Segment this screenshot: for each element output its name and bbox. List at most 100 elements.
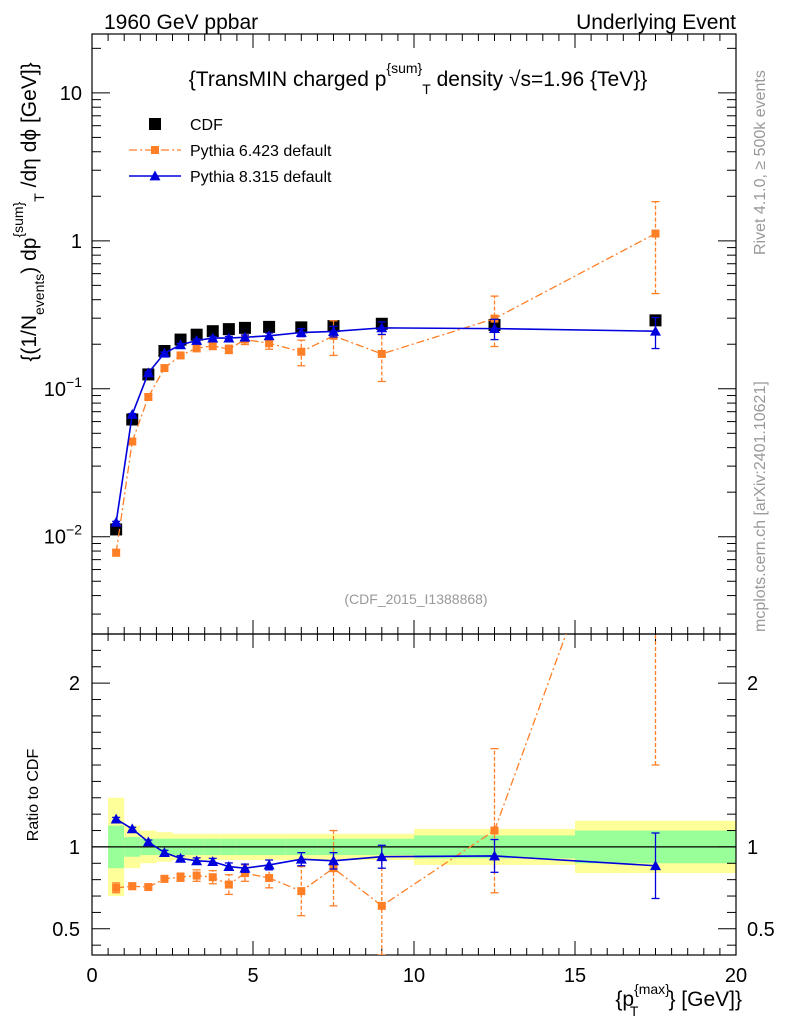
data-point <box>128 882 137 891</box>
data-point <box>489 850 500 861</box>
data-point <box>376 322 388 333</box>
data-point <box>295 327 307 337</box>
data-point <box>190 328 203 341</box>
data-point <box>158 347 170 358</box>
data-point <box>160 874 169 883</box>
x-axis-label: {p{max} T} [GeV]} <box>615 981 742 1019</box>
data-point <box>192 871 201 880</box>
y-tick-label: 0.5 <box>52 919 80 941</box>
data-point <box>110 516 122 527</box>
data-point <box>208 341 217 350</box>
data-point <box>149 118 161 130</box>
data-point <box>652 384 660 392</box>
data-point <box>160 364 169 373</box>
analysis-id-watermark: (CDF_2015_I1388868) <box>344 591 487 607</box>
data-point <box>263 330 275 341</box>
legend-entry: CDF <box>149 117 223 134</box>
data-point <box>328 325 339 336</box>
data-point <box>110 813 122 824</box>
bottom-frame <box>91 633 737 956</box>
data-point <box>295 853 307 864</box>
data-point <box>149 170 161 181</box>
data-point <box>206 325 219 338</box>
header-left: 1960 GeV ppbar <box>104 11 258 34</box>
data-point <box>112 548 121 557</box>
y-tick-label: 10 <box>60 83 82 105</box>
data-point <box>377 901 386 910</box>
y-tick-label: 1 <box>71 231 82 253</box>
legend-entry: Pythia 8.315 default <box>129 169 332 186</box>
data-point <box>208 873 217 882</box>
data-point <box>490 826 499 835</box>
data-point <box>651 229 660 238</box>
legend-entry: Pythia 6.423 default <box>129 143 332 160</box>
x-tick-label: 15 <box>564 965 586 987</box>
data-point <box>175 852 187 863</box>
data-point <box>297 887 306 896</box>
top-frame <box>91 33 737 635</box>
data-point <box>239 862 251 873</box>
data-point <box>490 314 499 323</box>
x-tick-label: 0 <box>86 965 97 987</box>
series-pythia-6-423-default <box>112 200 660 557</box>
x-tick-label: 5 <box>247 965 258 987</box>
legend: CDF Pythia 6.423 default Pythia 8.315 defa… <box>129 117 332 186</box>
plot-title: {TransMIN charged p{sum}T density √s=1.9… <box>189 60 647 97</box>
y-tick-label: 10−2 <box>44 522 82 549</box>
data-point <box>376 851 388 862</box>
legend-label: Pythia 8.315 default <box>190 169 332 186</box>
data-point <box>223 332 235 343</box>
data-point <box>222 323 235 336</box>
mcplots-label: mcplots.cern.ch [arXiv:2401.10621] <box>752 381 769 632</box>
data-point <box>176 873 185 882</box>
y-tick-label-right: 1 <box>747 837 758 859</box>
data-point <box>224 880 233 889</box>
data-point <box>207 332 219 343</box>
legend-label: Pythia 6.423 default <box>190 143 332 160</box>
data-point <box>297 347 306 356</box>
y-tick-label: 10−1 <box>44 374 82 401</box>
data-point <box>128 437 137 446</box>
y-tick-label-right: 2 <box>747 673 758 695</box>
data-point <box>223 861 235 871</box>
y-axis-label: {(1/Nevents) dp{sum}T /dη dϕ [GeV]} <box>10 62 47 361</box>
data-point <box>650 860 661 871</box>
y-tick-label-right: 0.5 <box>747 919 775 941</box>
data-point <box>158 847 170 858</box>
data-point <box>489 323 500 334</box>
data-point <box>191 334 203 345</box>
data-point <box>265 874 274 883</box>
data-point <box>176 351 185 360</box>
ratio-axis-label: Ratio to CDF <box>25 749 42 842</box>
ratio-plot-panel: 0 5 10 15 20 0.5 0.5 1 1 2 2 <box>52 384 775 987</box>
data-point <box>239 331 251 342</box>
data-point <box>192 344 201 353</box>
y-tick-label: 2 <box>69 673 80 695</box>
data-point <box>142 367 154 378</box>
series-line <box>115 327 656 523</box>
rivet-label: Rivet 4.1.0, ≥ 500k events <box>752 70 769 255</box>
data-point <box>112 883 121 892</box>
main-plot-panel: 10−2 10−1 1 10 (CDF_2015_I1388868) {TransMIN … <box>44 33 737 635</box>
y-tick-label: 1 <box>69 837 80 859</box>
data-point <box>191 855 203 866</box>
data-point <box>263 320 276 333</box>
data-point <box>328 855 339 866</box>
series-line <box>115 232 656 553</box>
axis-labels: {(1/Nevents) dp{sum}T /dη dϕ [GeV]} Ratio… <box>10 62 742 1019</box>
x-tick-label: 10 <box>403 965 425 987</box>
data-point <box>126 823 138 834</box>
data-point <box>224 345 233 354</box>
data-point <box>238 321 251 334</box>
series-pythia-8-315-default <box>110 316 661 527</box>
data-point <box>265 339 274 348</box>
data-point <box>151 146 159 154</box>
data-point <box>207 856 219 867</box>
data-point <box>650 325 661 336</box>
data-point <box>240 869 249 878</box>
x-tick-label: 20 <box>725 965 747 987</box>
data-point <box>377 349 386 358</box>
data-point <box>144 392 153 401</box>
header-right: Underlying Event <box>576 11 736 34</box>
